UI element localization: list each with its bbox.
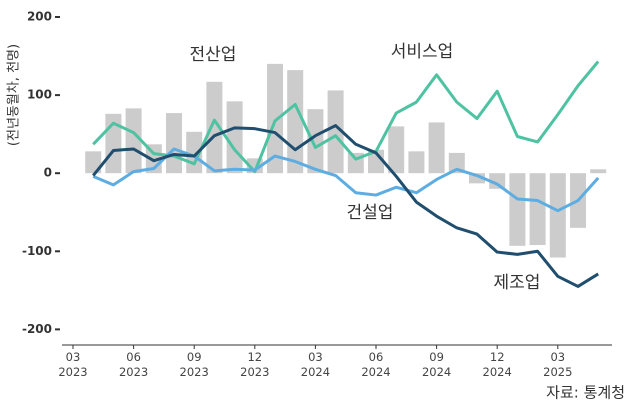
bar — [448, 152, 465, 174]
x-tick-label: 03 2024 — [301, 350, 330, 379]
bar — [327, 90, 344, 174]
bar — [388, 126, 405, 174]
series-label: 서비스업 — [391, 42, 454, 62]
bar — [166, 113, 182, 174]
bar — [428, 122, 445, 174]
bar — [529, 173, 546, 246]
bar — [590, 169, 607, 174]
x-tick-label: 12 2023 — [240, 350, 269, 379]
bar — [549, 173, 566, 258]
y-tick-label: 0 — [44, 166, 52, 180]
bar — [206, 81, 223, 174]
y-tick-label: 100 — [27, 88, 52, 102]
series-label: 전산업 — [190, 45, 237, 65]
source: 자료: 통계청 — [546, 384, 625, 402]
bar — [489, 173, 506, 189]
x-tick-label: 03 2023 — [58, 350, 87, 379]
bar — [85, 151, 102, 174]
y-axis-title: (전년동월차, 천명) — [7, 44, 22, 146]
x-tick-label: 09 2024 — [422, 350, 451, 379]
x-tick-label: 03 2025 — [543, 350, 572, 379]
bar — [509, 173, 526, 246]
bar — [125, 108, 142, 174]
line — [92, 124, 599, 288]
bar — [287, 70, 304, 174]
bar — [408, 151, 425, 174]
x-tick-label: 12 2024 — [483, 350, 512, 379]
y-tick-label: -100 — [22, 244, 52, 258]
line — [92, 147, 600, 213]
y-tick-label: -200 — [22, 322, 52, 336]
bar — [267, 63, 283, 174]
series-label: 건설업 — [347, 203, 394, 223]
series-label: 제조업 — [494, 273, 541, 293]
bar — [469, 173, 485, 184]
bar — [226, 101, 243, 174]
x-tick-label: 06 2023 — [119, 350, 148, 379]
bar — [307, 109, 324, 174]
x-tick-label: 09 2023 — [180, 350, 209, 379]
y-tick-label: 200 — [27, 10, 52, 24]
line — [92, 60, 600, 174]
x-tick-label: 06 2024 — [361, 350, 390, 379]
